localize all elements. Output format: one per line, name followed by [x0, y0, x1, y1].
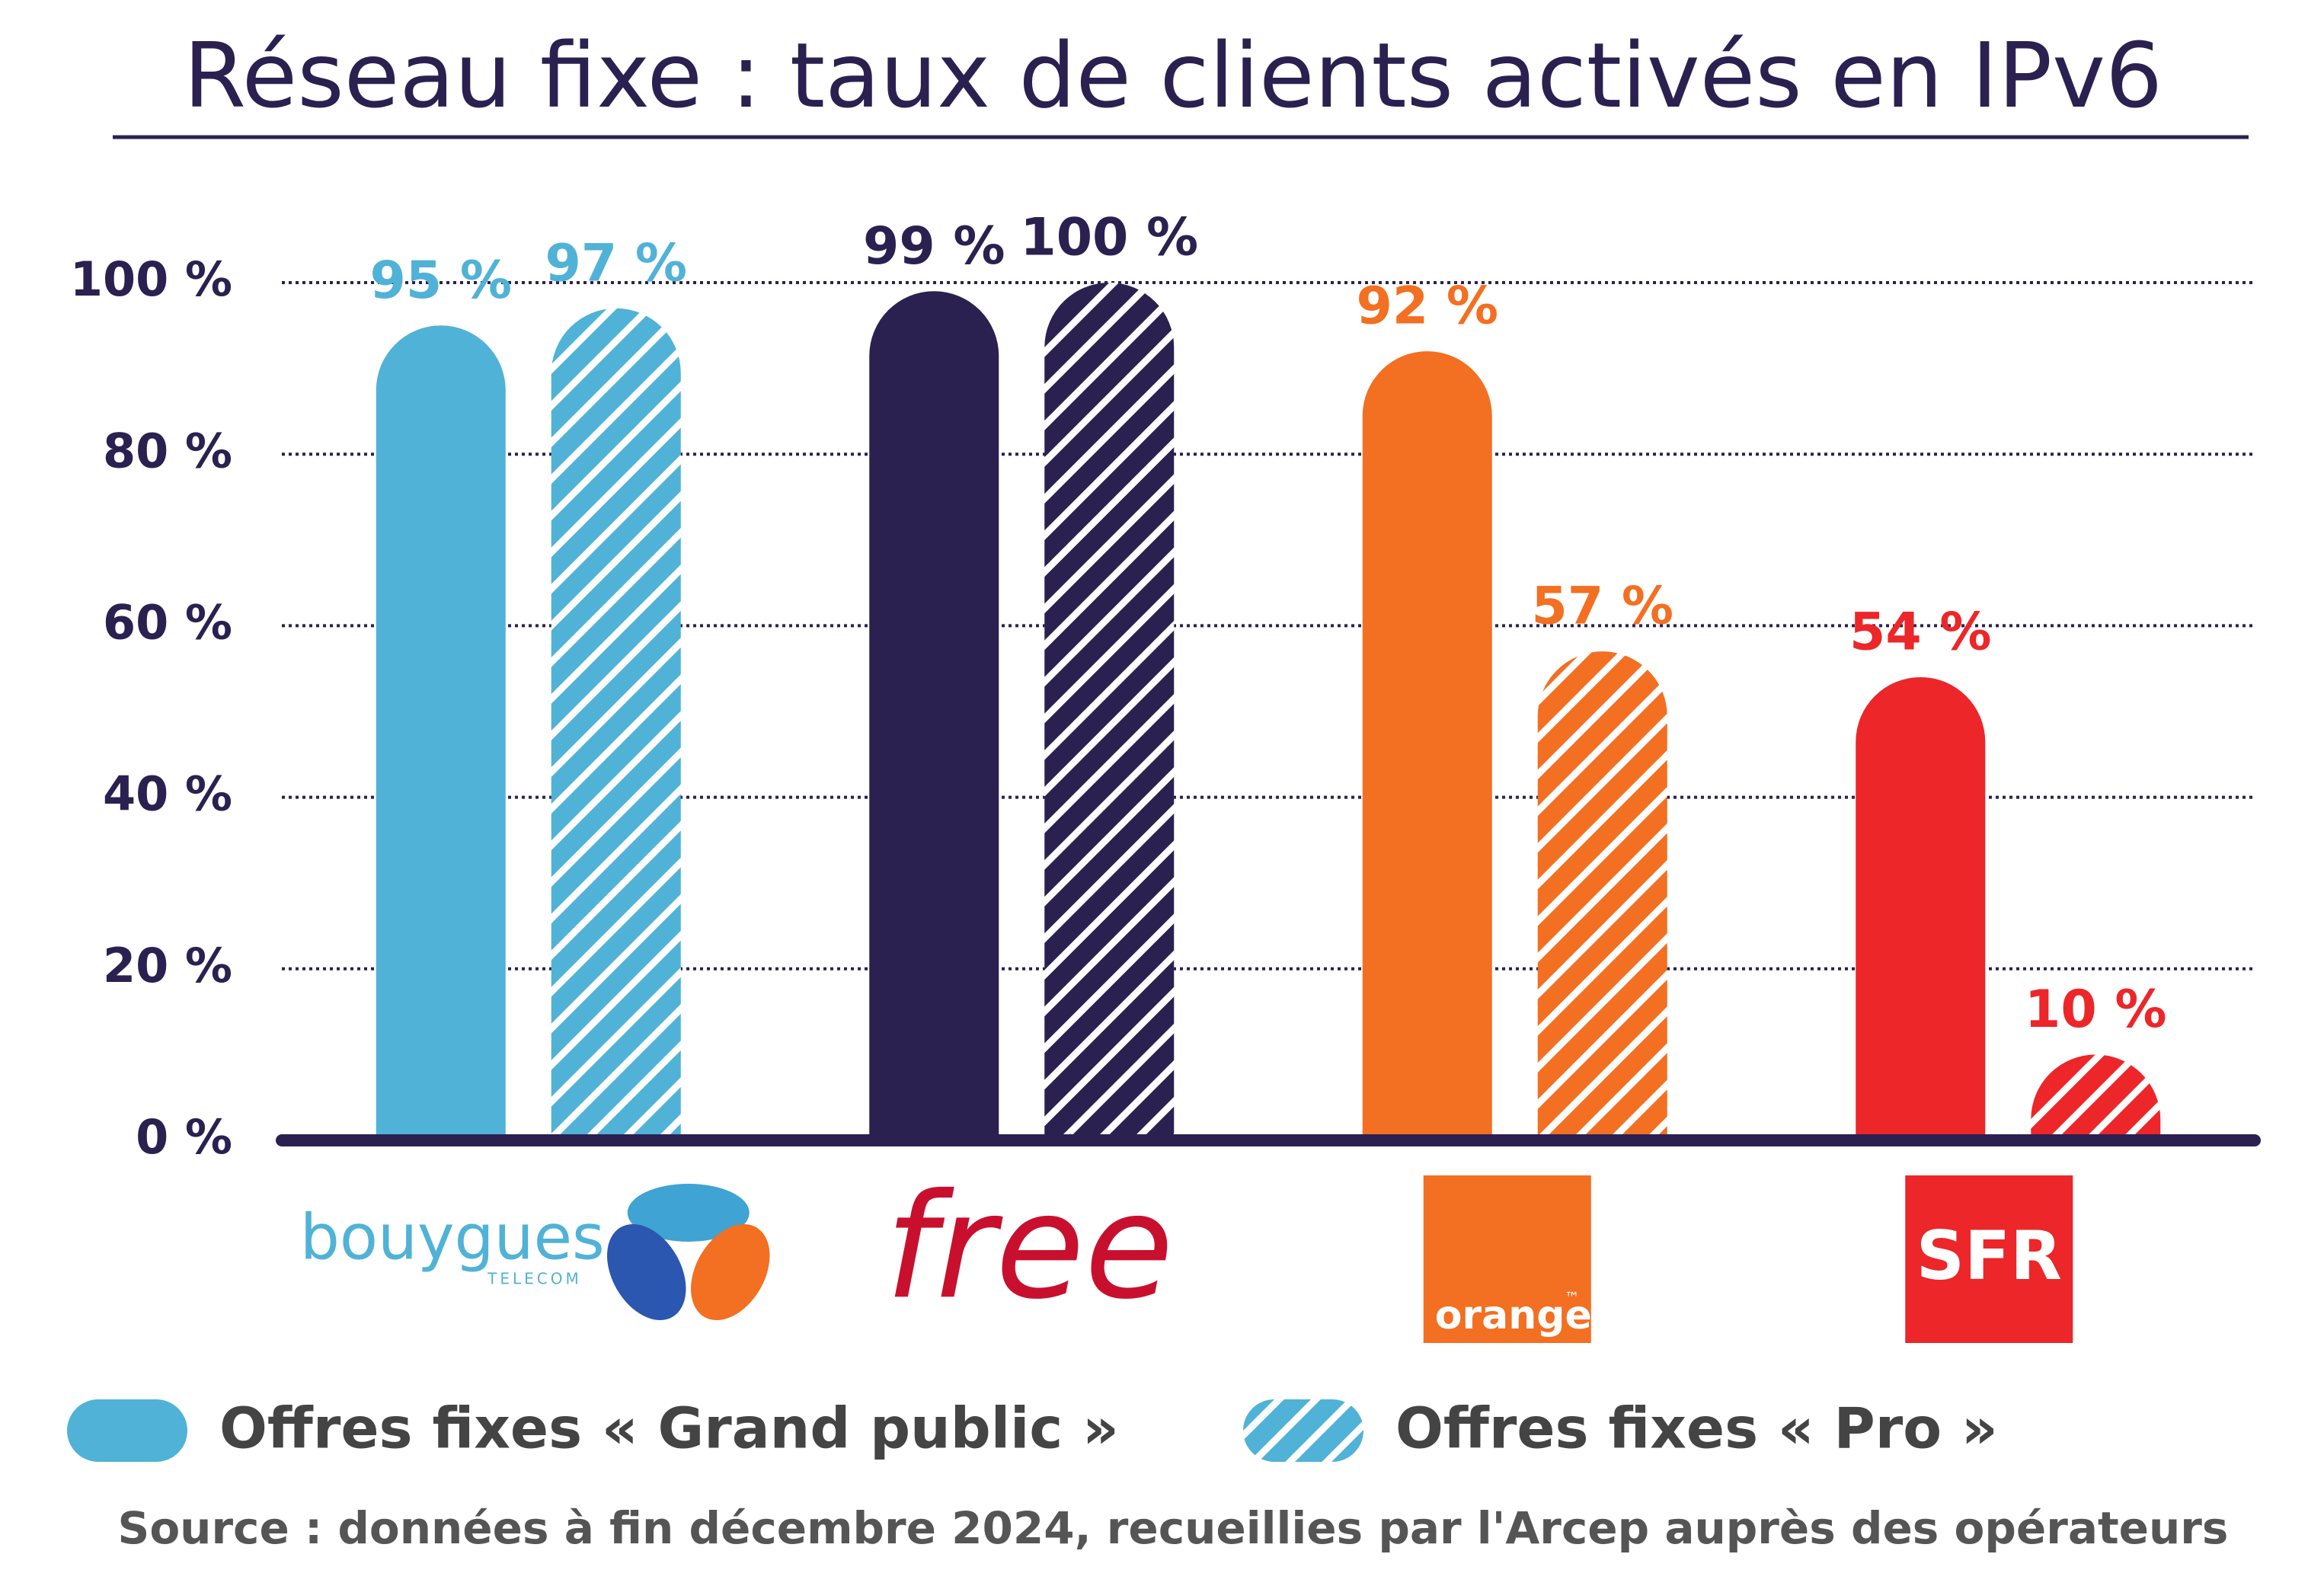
legend-swatch — [67, 1399, 187, 1462]
bar — [376, 325, 506, 1140]
logo-box — [1905, 1175, 2073, 1343]
category-mark: ™ — [1565, 1289, 1580, 1307]
value-label: 97 % — [545, 233, 687, 293]
value-label: 92 % — [1357, 277, 1498, 337]
value-label: 100 % — [1020, 208, 1198, 268]
category-label: bouygues — [300, 1201, 605, 1274]
category-label: SFR — [1916, 1217, 2062, 1295]
category-label: free — [885, 1162, 1174, 1331]
legend-label: Offres fixes « Grand public » — [219, 1396, 1119, 1462]
bar — [1856, 676, 1986, 1140]
y-tick-label: 20 % — [103, 938, 232, 993]
bar — [1537, 651, 1667, 1140]
logo-box — [1423, 1175, 1591, 1343]
logo-shape — [607, 1223, 686, 1321]
logo-shape — [627, 1184, 750, 1242]
value-label: 99 % — [863, 216, 1005, 277]
legend-swatch — [1243, 1399, 1363, 1462]
source: Source : données à fin décembre 2024, re… — [118, 1502, 2229, 1554]
category-label: orange — [1435, 1293, 1592, 1338]
bar — [869, 291, 999, 1140]
value-label: 95 % — [370, 251, 512, 311]
y-tick-label: 80 % — [103, 423, 232, 478]
legend-label: Offres fixes « Pro » — [1395, 1396, 1998, 1462]
bar — [2031, 1054, 2161, 1140]
y-tick-label: 60 % — [103, 594, 232, 650]
bar — [551, 308, 681, 1140]
y-tick-label: 100 % — [70, 251, 232, 307]
y-tick-label: 0 % — [136, 1109, 232, 1165]
category-sublabel: TELECOM — [487, 1270, 582, 1288]
chart-title: Réseau fixe : taux de clients activés en… — [184, 23, 2163, 128]
logo-shape — [691, 1223, 770, 1321]
y-tick-label: 40 % — [103, 766, 232, 822]
value-label: 57 % — [1532, 577, 1673, 637]
value-label: 54 % — [1849, 603, 1991, 663]
bar — [1044, 283, 1175, 1140]
value-label: 10 % — [2025, 980, 2166, 1040]
bar — [1362, 351, 1492, 1140]
